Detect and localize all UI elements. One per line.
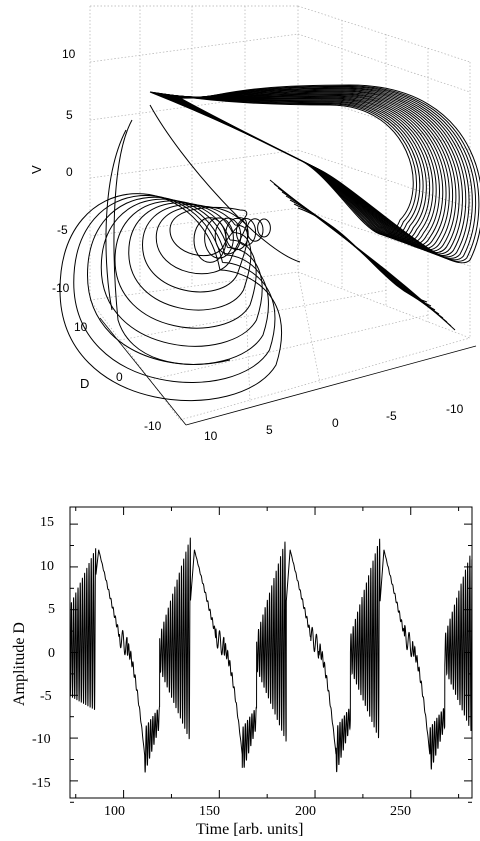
y-tick-label: -10 <box>32 732 51 747</box>
x-tick-label: 100 <box>104 804 125 819</box>
trajectory-segment <box>297 207 428 303</box>
z-tick-label: -5 <box>57 223 68 237</box>
x-tick-labels: -10 -5 0 5 10 <box>204 402 464 443</box>
y-tick-label: -15 <box>32 776 51 791</box>
y-axis-label: Amplitude D <box>11 622 28 706</box>
trajectory-segment <box>179 84 480 264</box>
trajectory-segment <box>246 218 264 242</box>
z-tick-label: -10 <box>52 281 70 295</box>
time-series-plot: 15 10 5 0 -5 -10 -15 100 150 200 250 Tim… <box>11 506 473 838</box>
x-tick-label: 250 <box>390 804 411 819</box>
z-tick-label: 5 <box>66 108 73 122</box>
trajectory-segment <box>225 217 249 251</box>
trajectory-segment <box>113 119 231 365</box>
axes-3d-frame <box>99 317 477 426</box>
z-tick-labels: 10 5 0 -5 -10 <box>52 47 76 295</box>
z-tick-label: 0 <box>66 165 73 179</box>
y-tick-label: 0 <box>116 370 123 384</box>
y-tick-label: -10 <box>144 419 162 433</box>
trajectory-segment <box>169 206 248 257</box>
ts-y-tick-labels: 15 10 5 0 -5 -10 -15 <box>32 515 55 791</box>
x-tick-label: -5 <box>386 409 397 423</box>
trajectory-segment <box>204 217 234 259</box>
trajectory-segment <box>105 129 127 311</box>
trajectory-segment <box>141 204 249 293</box>
z-tick-label: 10 <box>62 47 76 61</box>
ts-x-tick-labels: 100 150 200 250 <box>104 804 411 819</box>
trajectory-segment <box>257 218 271 238</box>
trajectory-segment <box>214 217 242 255</box>
trajectory-segment <box>193 217 227 263</box>
trajectory-segment <box>235 218 257 246</box>
x-tick-label: 200 <box>295 804 316 819</box>
x-tick-label: 0 <box>332 416 339 430</box>
trajectory-segment <box>59 193 283 402</box>
x-axis-label: Time [arb. units] <box>196 821 303 838</box>
x-tick-label: 150 <box>199 804 220 819</box>
x-tick-label: 10 <box>204 429 218 443</box>
attractor-trajectory <box>59 84 480 402</box>
y-tick-label: 10 <box>74 320 88 334</box>
y-tick-label: 5 <box>48 602 55 617</box>
y-tick-label: 0 <box>48 646 55 661</box>
attractor-3d-plot: 10 5 0 -5 -10 V 10 0 -10 D -10 -5 0 5 10 <box>29 5 480 443</box>
y-axis-label: D <box>80 376 89 391</box>
y-tick-labels: 10 0 -10 <box>74 320 162 433</box>
y-tick-label: -5 <box>40 689 52 704</box>
trajectory-segment <box>73 194 276 383</box>
x-tick-label: 5 <box>266 423 273 437</box>
x-tick-label: -10 <box>446 402 464 416</box>
y-tick-label: 15 <box>40 515 54 530</box>
z-axis-label: V <box>29 165 44 174</box>
trajectory-segment <box>156 92 430 242</box>
trajectory-segment <box>128 202 252 311</box>
amplitude-series-line <box>69 537 473 773</box>
trajectory-segment <box>149 104 301 263</box>
y-tick-label: 10 <box>40 559 54 574</box>
